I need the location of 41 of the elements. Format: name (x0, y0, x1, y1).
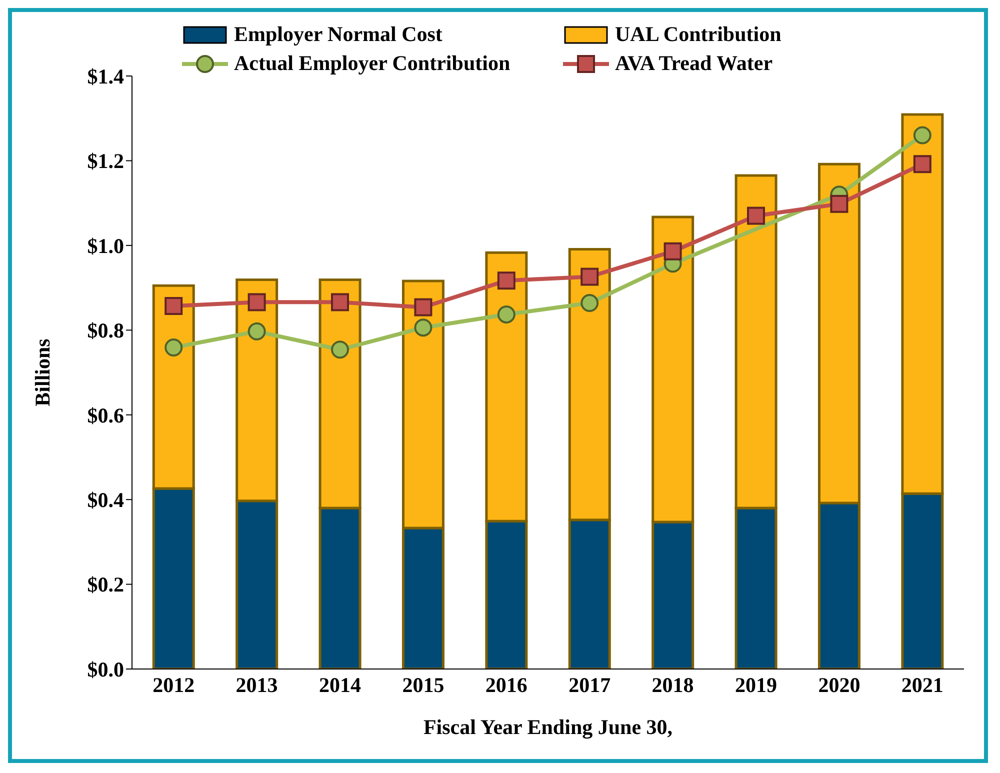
y-tick-label: $1.4 (87, 64, 124, 88)
x-tick-label: 2015 (402, 672, 444, 697)
point (913, 155, 932, 174)
x-tick-label: 2017 (568, 672, 611, 697)
point (248, 293, 266, 312)
y-tick-label: $1.2 (87, 149, 124, 174)
point (580, 268, 599, 286)
x-tick-label: 2013 (236, 672, 278, 697)
point (913, 126, 932, 144)
y-tick-label: $0.0 (87, 657, 124, 682)
point (164, 338, 183, 357)
point (164, 297, 183, 315)
legend-label: Employer Normal Cost (234, 22, 442, 47)
y-tick-label: $0.4 (87, 488, 124, 512)
point (664, 242, 682, 260)
x-tick-label: 2018 (652, 672, 694, 697)
point (497, 272, 516, 290)
legend-label: UAL Contribution (615, 22, 782, 47)
x-axis-title: Fiscal Year Ending June 30, (423, 715, 673, 739)
legend-label: Actual Employer Contribution (234, 51, 510, 76)
point (580, 294, 599, 312)
y-tick-label: $1.0 (87, 234, 124, 258)
y-tick-label: $0.8 (87, 318, 124, 343)
point (414, 298, 432, 316)
point (414, 318, 432, 337)
x-tick-label: 2014 (319, 672, 362, 697)
point (248, 322, 266, 340)
legend-label: AVA Tread Water (615, 51, 773, 76)
x-tick-label: 2019 (735, 672, 777, 697)
y-axis-title: Billions (30, 338, 54, 406)
x-tick-label: 2021 (901, 672, 944, 697)
point (747, 206, 765, 225)
point (497, 305, 516, 324)
point (830, 194, 848, 213)
x-tick-label: 2016 (485, 672, 528, 697)
x-tick-label: 2012 (152, 672, 195, 697)
y-tick-label: $0.6 (87, 403, 124, 428)
point (331, 340, 349, 359)
y-tick-label: $0.2 (87, 572, 124, 597)
point (331, 293, 349, 312)
x-tick-label: 2020 (818, 672, 860, 697)
